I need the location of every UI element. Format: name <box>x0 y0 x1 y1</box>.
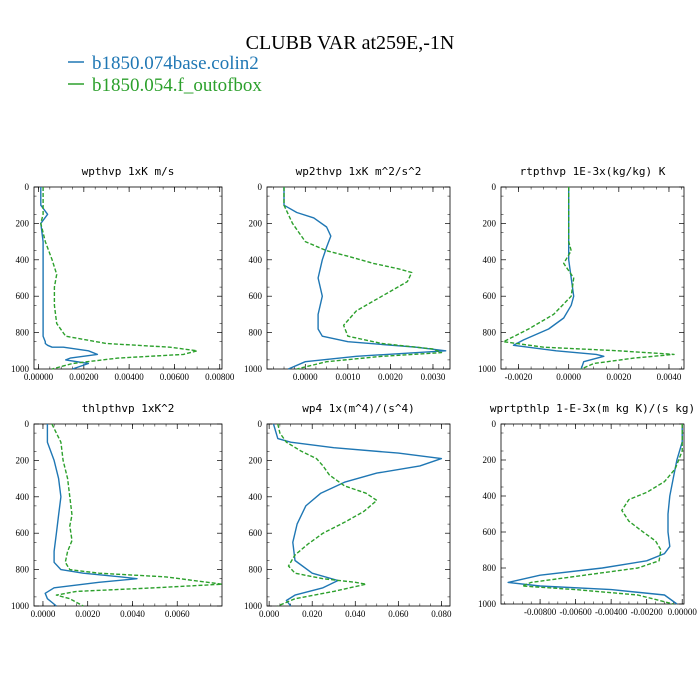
x-tick-label: 0.00000 <box>24 372 54 382</box>
y-tick-label: 400 <box>16 492 30 502</box>
y-tick-label: 1000 <box>244 601 263 611</box>
y-tick-label: 800 <box>249 565 263 575</box>
x-tick-label: 0.0000 <box>556 372 581 382</box>
plot-frame <box>500 423 685 605</box>
series-line-1 <box>40 187 198 370</box>
y-tick-label: 400 <box>483 491 497 501</box>
figure-title: CLUBB VAR at259E,-1N <box>246 32 455 54</box>
y-tick-label: 600 <box>249 291 263 301</box>
y-tick-label: 1000 <box>11 364 30 374</box>
x-tick-label: 0.0020 <box>606 372 631 382</box>
x-tick-label: 0.020 <box>302 609 323 619</box>
x-tick-label: 0.060 <box>388 609 409 619</box>
series-line-1 <box>521 424 683 605</box>
x-tick-label: 0.00800 <box>205 372 235 382</box>
y-tick-label: 600 <box>16 291 30 301</box>
y-tick-label: 400 <box>249 492 263 502</box>
panel-title: wpthvp 1xK m/s <box>82 165 175 178</box>
y-tick-label: 200 <box>483 218 497 228</box>
plot-frame <box>500 186 685 370</box>
y-tick-label: 800 <box>16 565 30 575</box>
x-tick-label: 0.0000 <box>293 372 318 382</box>
x-tick-label: -0.00200 <box>631 607 664 617</box>
x-tick-label: -0.0020 <box>505 372 533 382</box>
plot-frame <box>33 423 223 607</box>
y-tick-label: 600 <box>483 291 497 301</box>
y-tick-label: 800 <box>16 328 30 338</box>
x-tick-label: 0.00600 <box>160 372 190 382</box>
panel-title: rtpthvp 1E-3x(kg/kg) K <box>520 165 666 178</box>
y-tick-label: 600 <box>249 528 263 538</box>
x-tick-label: 0.00000 <box>668 607 698 617</box>
plot-frame <box>266 423 451 607</box>
panel-1: wp2thvp 1xK m^2/s^2 0 200 400 600 800 1000 0.00… <box>244 165 451 382</box>
series-line-0 <box>40 187 99 370</box>
y-tick-label: 200 <box>483 455 497 465</box>
panel-title: wp2thvp 1xK m^2/s^2 <box>296 165 422 178</box>
panel-title: thlpthvp 1xK^2 <box>82 402 175 415</box>
x-tick-label: 0.00400 <box>115 372 145 382</box>
legend-label-0: b1850.074base.colin2 <box>92 53 259 74</box>
y-tick-label: 400 <box>16 255 30 265</box>
y-tick-label: 800 <box>249 328 263 338</box>
x-tick-label: 0.000 <box>259 609 280 619</box>
y-tick-label: 1000 <box>478 599 497 609</box>
panel-5: wprtpthlp 1-E-3x(m kg K)/(s kg) 0 200 400 60… <box>478 402 697 617</box>
legend-label-1: b1850.054.f_outofbox <box>92 75 262 96</box>
x-tick-label: 0.00200 <box>69 372 99 382</box>
y-tick-label: 600 <box>16 528 30 538</box>
y-tick-label: 400 <box>483 255 497 265</box>
panel-2: rtpthvp 1E-3x(kg/kg) K 0 200 400 600 800 1000-… <box>478 165 685 382</box>
series-line-1 <box>502 187 675 370</box>
y-tick-label: 0 <box>492 419 497 429</box>
y-tick-label: 0 <box>258 419 263 429</box>
series-line-1 <box>277 423 378 607</box>
x-tick-label: 0.0020 <box>75 609 100 619</box>
y-tick-label: 1000 <box>478 364 497 374</box>
series-line-0 <box>507 424 683 605</box>
x-tick-label: 0.0040 <box>657 372 682 382</box>
x-tick-label: 0.0030 <box>421 372 446 382</box>
plot-frame <box>33 186 223 370</box>
x-tick-label: 0.0020 <box>378 372 403 382</box>
y-tick-label: 1000 <box>244 364 263 374</box>
series-line-0 <box>283 187 447 370</box>
y-tick-label: 0 <box>25 182 30 192</box>
y-tick-label: 200 <box>16 455 30 465</box>
panel-title: wprtpthlp 1-E-3x(m kg K)/(s kg) <box>490 402 695 415</box>
x-tick-label: 0.040 <box>345 609 366 619</box>
series-line-1 <box>283 187 443 370</box>
y-tick-label: 200 <box>16 218 30 228</box>
x-tick-label: -0.00800 <box>524 607 557 617</box>
y-tick-label: 0 <box>25 419 30 429</box>
y-tick-label: 800 <box>483 328 497 338</box>
series-line-0 <box>512 187 605 370</box>
series-line-0 <box>272 423 443 607</box>
x-tick-label: 0.0010 <box>335 372 360 382</box>
y-tick-label: 600 <box>483 527 497 537</box>
x-tick-label: 0.0060 <box>165 609 190 619</box>
y-tick-label: 1000 <box>11 601 30 611</box>
x-tick-label: 0.0040 <box>120 609 145 619</box>
y-tick-label: 0 <box>492 182 497 192</box>
y-tick-label: 800 <box>483 563 497 573</box>
y-tick-label: 400 <box>249 255 263 265</box>
x-tick-label: -0.00400 <box>595 607 628 617</box>
y-tick-label: 200 <box>249 455 263 465</box>
series-line-0 <box>44 424 138 607</box>
x-tick-label: 0.080 <box>431 609 452 619</box>
x-tick-label: -0.00600 <box>559 607 592 617</box>
plot-frame <box>266 186 451 370</box>
figure-legend: b1850.074base.colin2 b1850.054.f_outofbo… <box>68 53 262 96</box>
y-tick-label: 200 <box>249 218 263 228</box>
x-tick-label: 0.0000 <box>31 609 56 619</box>
y-tick-label: 0 <box>258 182 263 192</box>
panel-title: wp4 1x(m^4)/(s^4) <box>302 402 415 415</box>
